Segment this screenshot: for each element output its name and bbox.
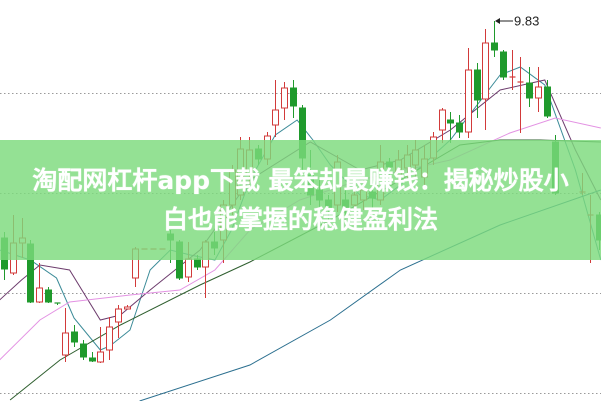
candle-body <box>124 306 131 310</box>
candle <box>535 67 542 112</box>
candle-body <box>106 326 113 351</box>
candle <box>544 80 551 118</box>
candle-body <box>281 87 288 109</box>
candle-body <box>439 109 446 131</box>
candle-body <box>544 86 551 117</box>
candle <box>124 305 131 310</box>
candle <box>106 317 113 360</box>
candle <box>62 308 69 362</box>
candle <box>281 82 288 120</box>
candle-body <box>62 332 69 356</box>
candle <box>89 352 96 362</box>
candle <box>465 48 472 138</box>
candle-body <box>45 289 52 303</box>
candle <box>517 57 524 133</box>
candle <box>54 302 61 305</box>
candle <box>474 63 481 118</box>
candle-body <box>80 343 87 358</box>
title-line-2: 白也能掌握的稳健盈利法 <box>162 205 438 234</box>
high-annotation: 9.83 <box>495 14 539 29</box>
candle-body <box>526 82 533 99</box>
candle-body <box>482 42 489 100</box>
candle <box>509 50 516 90</box>
candle-body <box>290 87 297 107</box>
candle-body <box>71 331 78 343</box>
candle <box>272 80 279 137</box>
candle-body <box>194 258 201 268</box>
candle <box>500 50 507 80</box>
candle <box>36 263 43 303</box>
candle <box>482 29 489 130</box>
candle <box>456 115 463 138</box>
candle-body <box>465 69 472 133</box>
candle-body <box>500 51 507 78</box>
high-price-label: 9.83 <box>514 14 539 29</box>
candle <box>290 80 297 118</box>
candle-body <box>115 308 122 323</box>
candle-body <box>535 86 542 99</box>
candle <box>115 305 122 338</box>
candle <box>526 67 533 107</box>
candle-body <box>272 109 279 126</box>
arrow-left-icon <box>495 18 500 24</box>
candle <box>491 21 498 57</box>
candle-body <box>474 69 481 101</box>
candle <box>45 287 52 303</box>
title-banner: 淘配网杠杆app下载 最笨却最赚钱：揭秘炒股小 白也能掌握的稳健盈利法 <box>0 140 601 260</box>
candle-body <box>97 351 104 363</box>
candle-body <box>456 122 463 133</box>
candle <box>71 325 78 347</box>
candle-body <box>447 119 454 124</box>
candle-body <box>36 287 43 303</box>
candle <box>447 112 454 143</box>
candle-body <box>491 42 498 51</box>
candle <box>439 108 446 143</box>
candle-body <box>89 357 96 362</box>
candle <box>97 327 104 363</box>
candle-body <box>185 258 192 278</box>
title-line-1: 淘配网杠杆app下载 最笨却最赚钱：揭秘炒股小 <box>32 166 569 195</box>
candle <box>80 340 87 360</box>
